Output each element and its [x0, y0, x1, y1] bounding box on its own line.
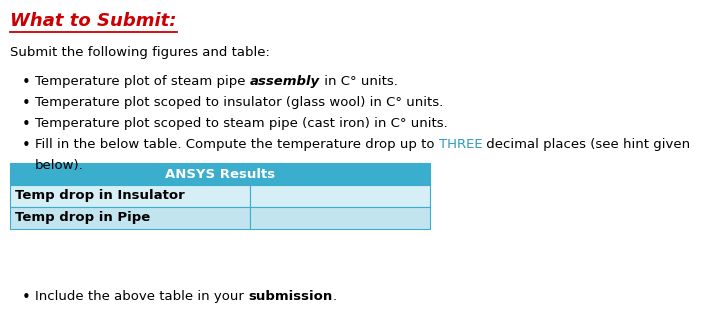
Bar [250, 207, 430, 229]
Text: •: • [22, 290, 31, 305]
Text: •: • [22, 117, 31, 132]
Text: What to Submit:: What to Submit: [10, 12, 176, 30]
Text: Temperature plot scoped to steam pipe (cast iron) in C° units.: Temperature plot scoped to steam pipe (c… [35, 117, 448, 130]
Bar [10, 185, 250, 207]
Bar [10, 163, 430, 185]
Text: Temp drop in Insulator: Temp drop in Insulator [15, 190, 185, 203]
Text: in C° units.: in C° units. [320, 75, 398, 88]
Text: .: . [333, 290, 336, 303]
Text: Temp drop in Pipe: Temp drop in Pipe [15, 212, 150, 224]
Text: Submit the following figures and table:: Submit the following figures and table: [10, 46, 270, 59]
Bar [10, 207, 250, 229]
Text: below).: below). [35, 159, 84, 172]
Bar [250, 185, 430, 207]
Text: ANSYS Results: ANSYS Results [165, 167, 275, 180]
Text: submission: submission [248, 290, 333, 303]
Text: THREE: THREE [439, 138, 482, 151]
Text: Temperature plot scoped to insulator (glass wool) in C° units.: Temperature plot scoped to insulator (gl… [35, 96, 443, 109]
Text: Include the above table in your: Include the above table in your [35, 290, 248, 303]
Text: assembly: assembly [249, 75, 320, 88]
Text: •: • [22, 138, 31, 153]
Text: •: • [22, 96, 31, 111]
Text: Fill in the below table. Compute the temperature drop up to: Fill in the below table. Compute the tem… [35, 138, 439, 151]
Text: Temperature plot of steam pipe: Temperature plot of steam pipe [35, 75, 249, 88]
Text: decimal places (see hint given: decimal places (see hint given [482, 138, 690, 151]
Text: •: • [22, 75, 31, 90]
